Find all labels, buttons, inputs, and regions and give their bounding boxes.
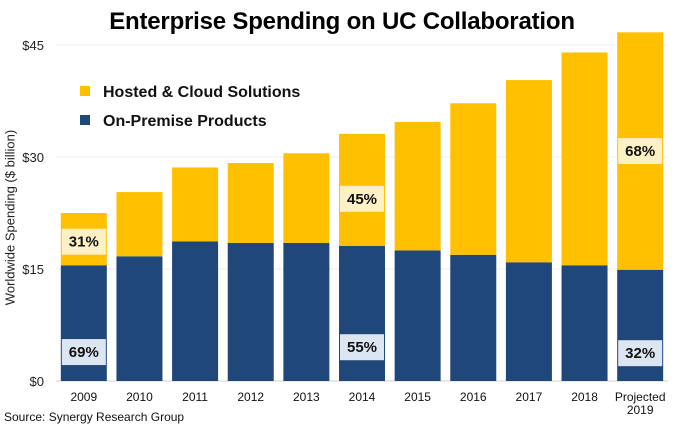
y-tick-label: $30 — [22, 150, 44, 165]
x-tick-label: 2010 — [126, 390, 153, 404]
data-label: 45% — [347, 191, 377, 208]
legend-swatch — [80, 86, 90, 96]
data-label-box — [61, 339, 106, 366]
bar-on-premise — [450, 254, 497, 381]
bar-hosted-cloud — [283, 153, 330, 243]
bar-on-premise — [394, 250, 441, 381]
legend-label: On-Premise Products — [103, 113, 267, 130]
x-tick-label: 2016 — [460, 390, 487, 404]
y-tick-label: $45 — [22, 38, 44, 53]
bar-hosted-cloud — [116, 192, 163, 257]
x-tick-label: 2017 — [516, 390, 543, 404]
x-tick-label: Projected 2019 — [615, 390, 666, 417]
data-label: 68% — [625, 143, 655, 160]
bar-on-premise — [116, 256, 163, 381]
data-label-box — [618, 340, 663, 367]
data-label-box — [618, 138, 663, 165]
data-label-box — [340, 185, 384, 212]
bar-on-premise — [561, 265, 608, 381]
x-tick-label: 2014 — [349, 390, 376, 404]
x-tick-label: 2015 — [404, 390, 431, 404]
source-note: Source: Synergy Research Group — [4, 410, 185, 424]
x-tick-label: 2013 — [293, 390, 320, 404]
bar-hosted-cloud — [172, 167, 219, 242]
bar-hosted-cloud — [227, 162, 274, 243]
legend-swatch — [80, 115, 90, 125]
x-tick-label: 2011 — [182, 390, 208, 404]
data-label: 32% — [625, 345, 655, 362]
data-label: 55% — [347, 339, 377, 356]
x-tick-label: 2018 — [571, 390, 598, 404]
bar-on-premise — [283, 242, 330, 381]
data-label: 69% — [69, 344, 99, 361]
bar-hosted-cloud — [505, 80, 552, 263]
data-label-box — [61, 228, 106, 255]
data-label-box — [340, 334, 384, 361]
bar-on-premise — [227, 242, 274, 381]
bar-hosted-cloud — [561, 52, 608, 266]
y-tick-label: $15 — [22, 262, 44, 277]
bar-on-premise — [172, 241, 219, 381]
data-label: 31% — [69, 234, 99, 251]
bar-hosted-cloud — [394, 121, 441, 251]
y-tick-label: $0 — [30, 374, 44, 389]
x-tick-label: 2009 — [70, 390, 97, 404]
legend-label: Hosted & Cloud Solutions — [103, 84, 300, 101]
bar-hosted-cloud — [450, 103, 497, 255]
chart-title: Enterprise Spending on UC Collaboration — [109, 8, 575, 35]
x-tick-label: 2012 — [237, 390, 264, 404]
bar-on-premise — [505, 262, 552, 381]
bar-on-premise — [339, 245, 385, 381]
